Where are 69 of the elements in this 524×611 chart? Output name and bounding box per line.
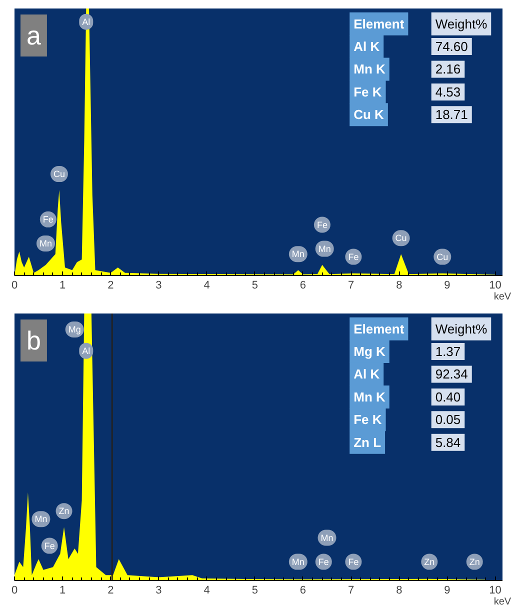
annotation: Cu K [354,107,385,122]
x-tick-label: 7 [348,584,354,596]
annotation: 1.37 [435,344,461,360]
annotation: Mg [68,324,81,335]
annotation: Mn [292,249,304,260]
annotation: Mn [40,238,52,248]
x-tick-label: 9 [444,280,450,292]
x-tick-label: 5 [252,584,258,596]
annotation: Fe K [354,412,382,428]
annotation: 92.34 [435,366,468,382]
x-tick-label: 1 [60,584,66,596]
annotation: Zn [58,506,70,516]
annotation: Mn [292,556,304,567]
x-tick-label: 1 [60,280,66,292]
text: b [26,326,41,356]
annotation: Cu [395,233,407,244]
annotation: Zn [424,556,435,567]
x-tick-label: 9 [444,584,450,596]
annotation: Fe [348,252,359,262]
annotation: Fe [316,220,328,230]
annotation: 4.53 [435,84,461,100]
annotation: Mn [320,532,334,543]
annotation: Fe K [354,84,382,100]
annotation: Element [354,321,405,336]
x-tick-label: 10 [489,584,502,596]
x-tick-label: 0 [11,280,18,292]
x-tick-label: 8 [396,584,402,596]
x-tick-label: 6 [300,584,306,596]
annotation: Weight% [435,16,488,32]
annotation: Fe [348,556,359,567]
annotation: Mn [318,244,331,254]
annotation: 74.60 [435,39,468,54]
annotation: Al [82,346,90,356]
x-tick-label: 3 [156,280,162,292]
annotation: Zn L [354,434,382,450]
annotation: Mn [34,514,48,524]
x-axis-title: keV [494,292,512,302]
annotation: 18.71 [435,107,468,122]
x-tick-label: 10 [489,280,502,292]
annotation: 2.16 [435,62,461,77]
x-tick-label: 5 [252,280,258,292]
text: a [26,20,42,50]
x-tick-label: 4 [204,280,210,292]
x-tick-label: 2 [108,280,114,292]
annotation: Mg K [354,344,386,360]
x-tick-label: 2 [108,584,114,596]
x-tick-label: 7 [348,280,354,292]
x-axis-title: keV [494,596,512,608]
annotation: Al K [354,366,380,382]
x-tick-label: 4 [204,584,210,596]
x-tick-label: 0 [11,584,18,596]
annotation: Element [354,16,405,32]
annotation: Fe [318,556,329,567]
annotation: Fe [42,214,54,224]
annotation: 0.05 [435,412,461,428]
annotation: 0.40 [435,389,461,404]
annotation: Weight% [435,321,488,336]
annotation: Mn K [354,389,386,404]
x-tick-label: 3 [156,584,162,596]
x-tick-label: 8 [396,280,402,292]
annotation: Cu [53,169,65,180]
annotation: Mn K [354,62,386,77]
annotation: 5.84 [435,434,461,450]
annotation: Zn [469,556,480,567]
annotation: Fe [44,540,55,551]
annotation: Al K [354,39,380,54]
x-tick-label: 6 [300,280,306,292]
annotation: Cu [436,252,448,262]
annotation: Al [82,16,90,27]
